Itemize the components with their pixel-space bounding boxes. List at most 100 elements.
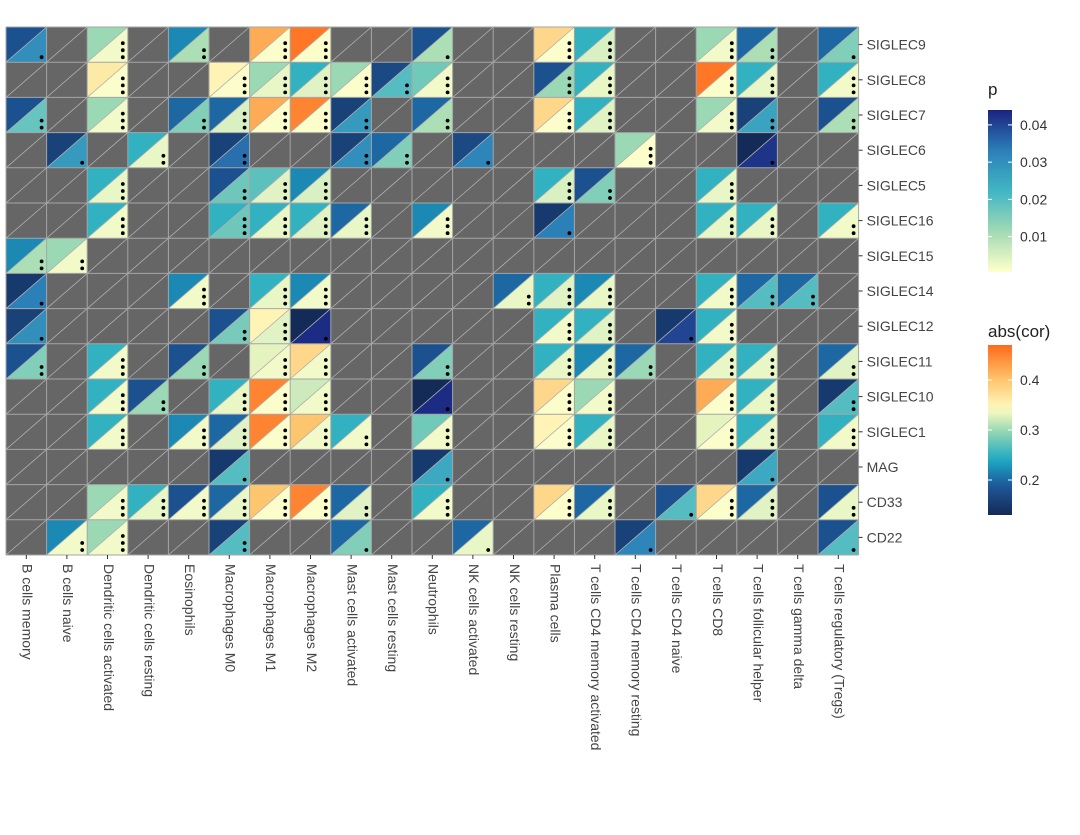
cell-diagonal bbox=[371, 413, 413, 450]
col-label: T cells CD4 memory resting bbox=[629, 564, 645, 736]
cell-diagonal bbox=[249, 449, 291, 485]
cell-diagonal bbox=[5, 97, 47, 133]
significance-dot bbox=[729, 498, 734, 503]
significance-dot bbox=[608, 111, 612, 116]
significance-dot bbox=[120, 541, 125, 545]
legend-cor-tick: 0.3 bbox=[1020, 422, 1040, 438]
significance-dot bbox=[608, 372, 612, 376]
significance-dot bbox=[323, 90, 328, 95]
significance-dot bbox=[323, 428, 328, 433]
significance-dot bbox=[323, 407, 328, 412]
cell-diagonal bbox=[249, 484, 291, 521]
significance-dot bbox=[608, 498, 612, 503]
significance-dot bbox=[729, 442, 734, 447]
cell-diagonal bbox=[168, 449, 210, 485]
significance-dot bbox=[323, 393, 328, 398]
significance-dot bbox=[648, 153, 653, 158]
significance-dot bbox=[80, 160, 85, 165]
cell-diagonal bbox=[249, 237, 291, 274]
significance-dot bbox=[120, 400, 125, 405]
cell-diagonal bbox=[5, 449, 47, 485]
significance-dot bbox=[567, 182, 572, 186]
cell-diagonal bbox=[492, 167, 535, 204]
cell-diagonal bbox=[86, 308, 129, 345]
significance-dot bbox=[851, 365, 856, 369]
cell-diagonal bbox=[655, 343, 697, 380]
cell-diagonal bbox=[695, 237, 738, 274]
significance-dot bbox=[120, 393, 125, 398]
significance-dot bbox=[567, 83, 572, 88]
significance-dot bbox=[364, 512, 369, 517]
cell-diagonal bbox=[208, 378, 250, 415]
significance-dot bbox=[567, 189, 572, 193]
cell-diagonal bbox=[777, 167, 819, 204]
cell-diagonal bbox=[46, 237, 88, 274]
cell-diagonal bbox=[127, 97, 169, 133]
significance-dot bbox=[648, 146, 653, 151]
cell-diagonal bbox=[574, 97, 616, 133]
cell-diagonal bbox=[371, 519, 413, 556]
significance-dot bbox=[202, 55, 206, 60]
significance-dot bbox=[323, 301, 328, 306]
col-label: NK cells resting bbox=[507, 564, 523, 661]
cell-diagonal bbox=[614, 413, 656, 450]
cell-diagonal bbox=[777, 413, 819, 450]
cell-diagonal bbox=[655, 519, 697, 556]
cell-diagonal bbox=[695, 61, 738, 98]
cell-diagonal bbox=[492, 449, 535, 485]
row-label: SIGLEC10 bbox=[867, 389, 934, 405]
significance-dot bbox=[283, 196, 288, 200]
cell-diagonal bbox=[533, 202, 575, 239]
significance-dot bbox=[729, 428, 734, 433]
significance-dot bbox=[770, 118, 775, 123]
cell-diagonal bbox=[655, 449, 697, 485]
cell-diagonal bbox=[371, 26, 413, 63]
cell-diagonal bbox=[574, 308, 616, 345]
cell-diagonal bbox=[411, 132, 453, 169]
significance-dot bbox=[445, 90, 450, 95]
significance-dot bbox=[445, 512, 450, 517]
cell-diagonal bbox=[411, 378, 453, 415]
significance-dot bbox=[323, 118, 328, 123]
significance-dot bbox=[486, 160, 491, 165]
cell-diagonal bbox=[777, 484, 819, 521]
cell-diagonal bbox=[411, 202, 453, 239]
significance-dot bbox=[729, 125, 734, 130]
cell-diagonal bbox=[614, 237, 656, 274]
significance-dot bbox=[242, 196, 247, 200]
significance-dot bbox=[323, 505, 328, 510]
cell-diagonal bbox=[208, 519, 250, 556]
cell-diagonal bbox=[777, 273, 819, 309]
cell-diagonal bbox=[736, 61, 778, 98]
cell-diagonal bbox=[330, 449, 372, 485]
significance-dot bbox=[405, 83, 409, 88]
significance-dot bbox=[729, 217, 734, 222]
significance-dot bbox=[770, 498, 775, 503]
cell-diagonal bbox=[655, 308, 697, 345]
significance-dot bbox=[567, 76, 572, 81]
cell-diagonal bbox=[492, 378, 535, 415]
cell-diagonal bbox=[655, 378, 697, 415]
significance-dot bbox=[39, 266, 44, 271]
col-label: T cells CD8 bbox=[710, 564, 726, 636]
significance-dot bbox=[202, 505, 206, 510]
significance-dot bbox=[770, 90, 775, 95]
cell-diagonal bbox=[371, 97, 413, 133]
cell-diagonal bbox=[533, 449, 575, 485]
cell-diagonal bbox=[208, 26, 250, 63]
cell-diagonal bbox=[330, 519, 372, 556]
significance-dot bbox=[811, 301, 815, 306]
cell-diagonal bbox=[736, 202, 778, 239]
significance-dot bbox=[729, 231, 734, 236]
significance-dot bbox=[323, 498, 328, 503]
significance-dot bbox=[851, 55, 856, 60]
significance-dot bbox=[161, 498, 166, 503]
col-label: Plasma cells bbox=[547, 564, 563, 643]
cell-diagonal bbox=[817, 484, 859, 521]
cell-diagonal bbox=[86, 167, 129, 204]
cell-diagonal bbox=[817, 202, 859, 239]
significance-dot bbox=[445, 372, 450, 376]
significance-dot bbox=[770, 301, 775, 306]
cell-diagonal bbox=[492, 484, 535, 521]
